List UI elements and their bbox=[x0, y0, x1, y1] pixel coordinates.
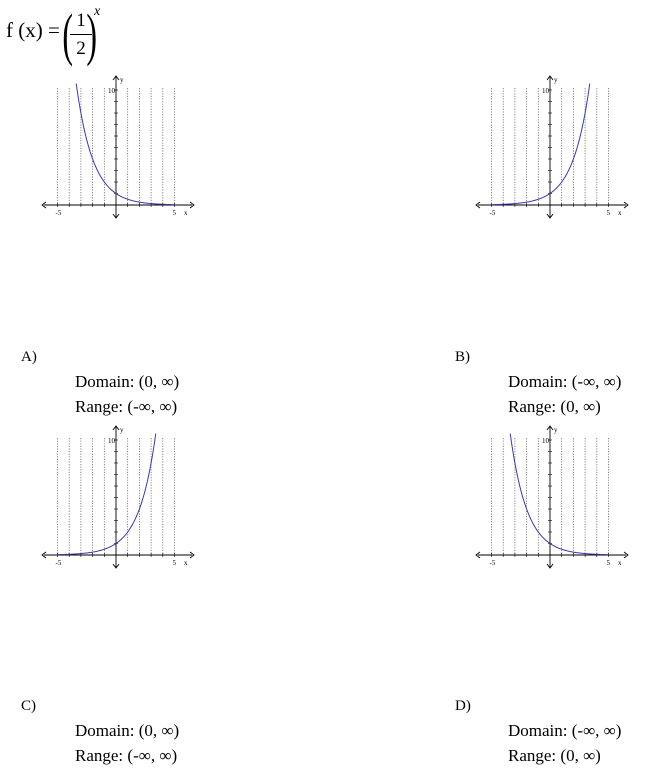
y-tick-label-max: 10 bbox=[108, 437, 116, 445]
graph-option-a: -5 5 x 10 y bbox=[38, 72, 198, 222]
y-axis-label: y bbox=[554, 76, 558, 84]
function-curve bbox=[491, 83, 591, 206]
y-axis-top-arrow bbox=[546, 425, 554, 431]
graph-option-c: -5 5 x 10 y bbox=[38, 422, 198, 572]
x-axis-label: x bbox=[184, 209, 188, 217]
y-axis-top-arrow bbox=[112, 425, 120, 431]
y-axis-top-arrow bbox=[112, 75, 120, 81]
option-b-domain: Domain: (-∞, ∞) bbox=[508, 372, 622, 391]
function-curve bbox=[75, 83, 175, 206]
x-axis-right-arrow bbox=[623, 201, 629, 209]
x-axis-label: x bbox=[618, 209, 622, 217]
option-c-domain: Domain: (0, ∞) bbox=[75, 721, 180, 740]
x-axis-right-arrow bbox=[189, 551, 195, 559]
x-axis-left-arrow bbox=[41, 551, 47, 559]
function-formula: f (x) = ( 1 2 ) x bbox=[6, 0, 126, 72]
y-axis-bottom-arrow bbox=[112, 213, 120, 219]
option-d-range: Range: (0, ∞) bbox=[508, 746, 601, 765]
formula-lhs: f (x) = bbox=[6, 18, 60, 42]
option-b-letter: B) bbox=[455, 349, 470, 365]
exponential-graph: -5 5 x 10 y bbox=[475, 425, 629, 569]
fraction-numerator: 1 bbox=[76, 10, 86, 31]
y-axis-bottom-arrow bbox=[112, 563, 120, 569]
y-axis-bottom-arrow bbox=[546, 563, 554, 569]
fraction: 1 2 bbox=[70, 10, 92, 60]
x-axis-left-arrow bbox=[41, 201, 47, 209]
x-tick-label-min: -5 bbox=[490, 209, 496, 217]
x-axis-right-arrow bbox=[189, 201, 195, 209]
x-axis-label: x bbox=[618, 559, 622, 567]
y-axis-label: y bbox=[120, 426, 124, 434]
x-tick-label-max: 5 bbox=[173, 559, 177, 567]
right-paren: ) bbox=[86, 2, 97, 67]
y-axis-label: y bbox=[554, 426, 558, 434]
option-a-range: Range: (-∞, ∞) bbox=[75, 397, 178, 416]
x-tick-label-max: 5 bbox=[607, 559, 611, 567]
exponential-graph: -5 5 x 10 y bbox=[41, 75, 195, 219]
function-curve bbox=[509, 433, 609, 556]
x-tick-label-min: -5 bbox=[56, 559, 62, 567]
option-c-letter: C) bbox=[21, 698, 36, 714]
y-axis-top-arrow bbox=[546, 75, 554, 81]
x-axis-label: x bbox=[184, 559, 188, 567]
y-tick-label-max: 10 bbox=[108, 87, 116, 95]
x-tick-label-min: -5 bbox=[56, 209, 62, 217]
option-d-domain: Domain: (-∞, ∞) bbox=[508, 721, 622, 740]
function-curve bbox=[57, 433, 157, 556]
y-axis-bottom-arrow bbox=[546, 213, 554, 219]
x-tick-label-max: 5 bbox=[173, 209, 177, 217]
fraction-bar bbox=[70, 34, 92, 35]
left-paren: ( bbox=[62, 2, 73, 67]
exponential-graph: -5 5 x 10 y bbox=[475, 75, 629, 219]
y-tick-label-max: 10 bbox=[542, 437, 550, 445]
formula-exponent: x bbox=[94, 4, 101, 19]
x-tick-label-min: -5 bbox=[490, 559, 496, 567]
graph-option-d: -5 5 x 10 y bbox=[472, 422, 632, 572]
option-d-letter: D) bbox=[455, 698, 471, 714]
exponential-graph: -5 5 x 10 y bbox=[41, 425, 195, 569]
option-b-range: Range: (0, ∞) bbox=[508, 397, 601, 416]
y-tick-label-max: 10 bbox=[542, 87, 550, 95]
option-a-domain: Domain: (0, ∞) bbox=[75, 372, 180, 391]
option-a-letter: A) bbox=[21, 349, 37, 365]
x-axis-left-arrow bbox=[475, 201, 481, 209]
y-axis-label: y bbox=[120, 76, 124, 84]
x-tick-label-max: 5 bbox=[607, 209, 611, 217]
x-axis-right-arrow bbox=[623, 551, 629, 559]
x-axis-left-arrow bbox=[475, 551, 481, 559]
fraction-denominator: 2 bbox=[76, 38, 86, 59]
graph-option-b: -5 5 x 10 y bbox=[472, 72, 632, 222]
option-c-range: Range: (-∞, ∞) bbox=[75, 746, 178, 765]
